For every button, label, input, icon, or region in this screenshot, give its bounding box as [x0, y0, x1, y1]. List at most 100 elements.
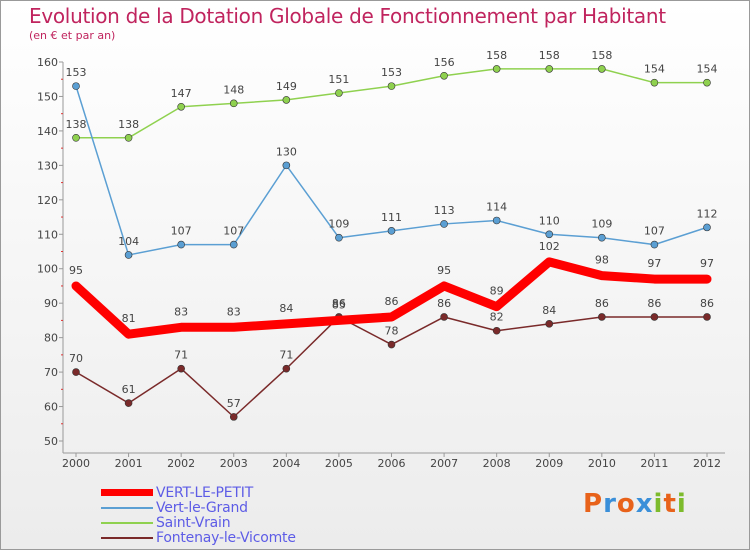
- data-label: 158: [486, 49, 507, 62]
- data-point: [387, 82, 396, 90]
- y-tick-label: 60: [44, 401, 58, 414]
- data-point: [440, 220, 448, 228]
- data-label: 71: [174, 349, 188, 362]
- data-point: [124, 399, 133, 407]
- data-label: 154: [644, 63, 665, 76]
- data-point: [387, 227, 396, 235]
- data-label: 154: [697, 63, 718, 76]
- y-tick-label: 110: [37, 228, 58, 241]
- y-tick-label: 160: [37, 56, 58, 69]
- data-point: [703, 313, 711, 321]
- data-label: 104: [118, 235, 139, 248]
- data-label: 130: [276, 145, 297, 158]
- data-label: 113: [434, 204, 455, 217]
- x-tick-label: 2009: [535, 457, 563, 470]
- y-tick-label: 130: [37, 159, 58, 172]
- data-label: 86: [647, 297, 661, 310]
- data-point: [229, 99, 238, 108]
- legend-swatch: [101, 536, 153, 539]
- data-label: 57: [227, 397, 241, 410]
- data-point: [229, 240, 238, 249]
- data-label: 147: [171, 87, 192, 100]
- data-label: 153: [381, 66, 402, 79]
- x-tick-label: 2003: [220, 457, 248, 470]
- data-label: 84: [279, 302, 293, 315]
- x-tick-label: 2012: [693, 457, 721, 470]
- legend-item: Vert-le-Grand: [101, 500, 296, 516]
- x-tick-label: 2000: [62, 457, 90, 470]
- data-label: 95: [69, 264, 83, 277]
- data-point: [387, 340, 396, 349]
- y-tick-label: 50: [44, 435, 58, 448]
- data-label: 138: [118, 118, 139, 131]
- data-label: 86: [700, 297, 714, 310]
- series-line: [75, 68, 708, 139]
- y-tick-label: 150: [37, 90, 58, 103]
- legend-label: Saint-Vrain: [156, 514, 231, 531]
- logo-letter: x: [635, 489, 654, 519]
- data-point: [177, 102, 185, 111]
- x-tick-label: 2004: [272, 457, 300, 470]
- x-tick-label: 2008: [483, 457, 511, 470]
- legend-item: Saint-Vrain: [101, 514, 296, 531]
- data-label: 83: [227, 305, 241, 318]
- data-label: 97: [647, 257, 661, 270]
- data-label: 114: [486, 200, 507, 213]
- data-label: 85: [332, 298, 346, 311]
- data-point: [545, 65, 554, 73]
- series-line: [71, 257, 712, 339]
- y-tick-label: 90: [44, 297, 58, 310]
- data-point: [650, 240, 659, 249]
- legend-label: Fontenay-le-Vicomte: [156, 529, 296, 546]
- y-tick-label: 100: [37, 263, 58, 276]
- data-label: 158: [539, 49, 560, 62]
- data-label: 83: [174, 305, 188, 318]
- data-point: [72, 134, 80, 142]
- x-tick-label: 2010: [588, 457, 616, 470]
- data-label: 111: [381, 211, 402, 224]
- data-label: 138: [66, 118, 87, 131]
- data-label: 70: [69, 352, 83, 365]
- data-point: [598, 65, 606, 73]
- data-point: [598, 233, 606, 242]
- data-label: 98: [595, 254, 609, 267]
- chart-subtitle: (en € et par an): [29, 29, 116, 42]
- y-tick-label: 140: [37, 125, 58, 138]
- x-tick-label: 2001: [115, 457, 143, 470]
- chart-legend: VERT-LE-PETIT Vert-le-Grand Saint-Vrain Fon…: [101, 485, 296, 546]
- data-point: [335, 233, 343, 242]
- x-tick-label: 2002: [167, 457, 195, 470]
- x-tick-label: 2011: [640, 457, 668, 470]
- data-label: 82: [490, 311, 504, 324]
- data-label: 107: [223, 225, 244, 238]
- data-label: 156: [434, 56, 455, 69]
- data-label: 86: [332, 297, 346, 310]
- data-point: [440, 313, 448, 321]
- legend-item: Fontenay-le-Vicomte: [101, 529, 296, 546]
- data-label: 151: [328, 73, 349, 86]
- data-point: [229, 413, 238, 421]
- data-label: 107: [644, 225, 665, 238]
- data-label: 81: [122, 312, 136, 325]
- data-label: 86: [437, 297, 451, 310]
- data-label: 110: [539, 214, 560, 227]
- data-point: [492, 326, 501, 335]
- data-point: [598, 313, 606, 321]
- x-tick-label: 2006: [378, 457, 406, 470]
- data-point: [335, 89, 343, 97]
- data-point: [650, 78, 659, 87]
- y-tick-label: 70: [44, 366, 58, 379]
- data-label: 95: [437, 264, 451, 277]
- data-label: 112: [697, 207, 718, 220]
- data-point: [177, 364, 185, 373]
- data-point: [703, 223, 711, 232]
- data-label: 109: [328, 218, 349, 231]
- data-label: 78: [385, 325, 399, 338]
- data-label: 86: [385, 295, 399, 308]
- logo-letter: o: [616, 489, 636, 519]
- logo-letter: i: [653, 489, 664, 519]
- data-point: [282, 364, 291, 373]
- data-label: 109: [591, 218, 612, 231]
- y-tick-label: 80: [44, 332, 58, 345]
